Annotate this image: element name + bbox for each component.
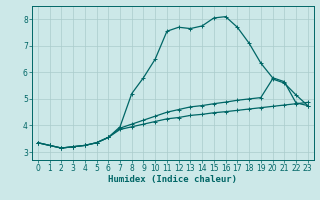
X-axis label: Humidex (Indice chaleur): Humidex (Indice chaleur) xyxy=(108,175,237,184)
